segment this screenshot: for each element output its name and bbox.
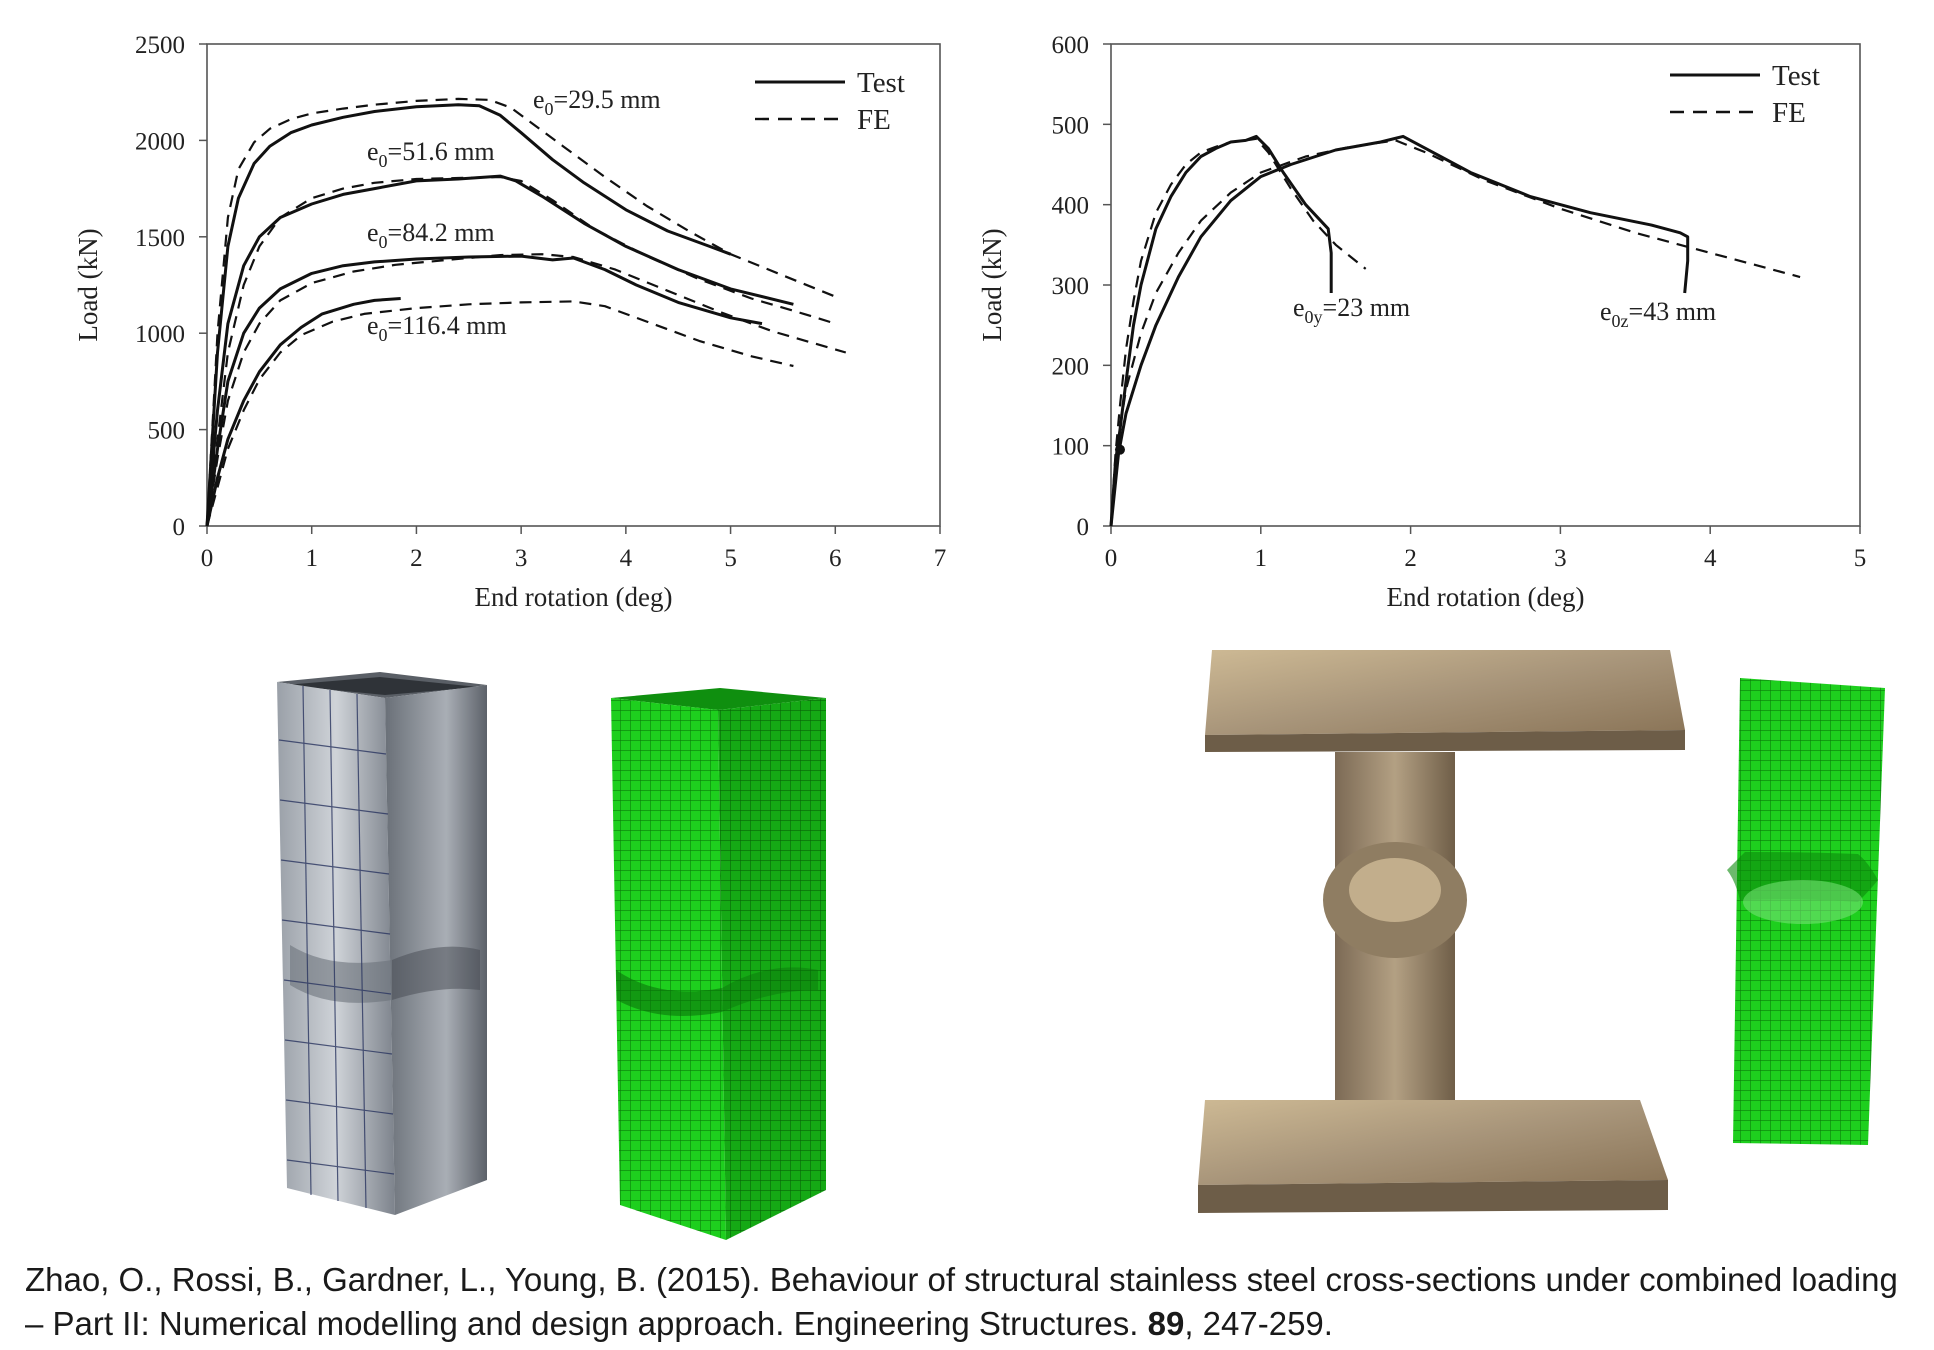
y-tick-label: 1000 [135,321,185,348]
y-tick-label: 200 [1052,353,1090,380]
series-line-fe [205,97,836,527]
fe-model-shs-mesh [611,688,826,1240]
series-line-fe [205,300,794,527]
curve-annotation: e0=29.5 mm [533,85,661,119]
series-line-fe [205,253,847,527]
y-tick-label: 100 [1052,434,1090,461]
x-tick-label: 3 [515,545,528,572]
x-tick-label: 2 [410,545,423,572]
legend-label: Test [857,67,905,99]
y-tick-label: 500 [148,418,186,445]
curve-annotation: e0y=23 mm [1293,293,1410,327]
specimen-images [277,650,1885,1240]
y-tick-label: 600 [1052,32,1090,59]
series-line-test [1109,134,1333,527]
x-tick-label: 4 [1704,545,1717,572]
test-specimen-shs-photo [277,672,487,1215]
citation-pages: , 247-259. [1184,1305,1333,1342]
test-specimen-column-photo [1198,650,1685,1213]
y-axis-title: Load (kN) [977,228,1007,341]
chart-right-load-vs-rotation: 0 1 2 3 4 5 0 100 200 300 400 500 600 End rotation (d… [977,32,1867,612]
x-tick-label: 4 [620,545,633,572]
series-line-test [205,174,794,527]
series-line-fe [1109,139,1801,527]
legend-label: FE [1772,97,1806,129]
y-tick-label: 400 [1052,193,1090,220]
plot-frame [1110,43,1861,527]
x-tick-label: 0 [201,545,214,572]
series-line-test [205,297,401,527]
chart-left-load-vs-rotation: 0 1 2 3 4 5 6 7 0 500 1000 1500 2000 2500 End rotation… [73,32,947,612]
citation-text: Zhao, O., Rossi, B., Gardner, L., Young,… [25,1261,1898,1342]
x-tick-label: 1 [305,545,318,572]
y-tick-label: 500 [1052,112,1090,139]
citation-volume: 89 [1147,1305,1185,1342]
y-tick-label: 1500 [135,225,185,252]
y-tick-label: 2500 [135,32,185,59]
x-axis-title: End rotation (deg) [1387,582,1585,612]
fe-model-column-mesh [1727,678,1885,1145]
citation-reference: Zhao, O., Rossi, B., Gardner, L., Young,… [25,1258,1915,1346]
x-axis-title: End rotation (deg) [475,582,673,612]
legend-label: FE [857,104,891,136]
curve-annotation: e0=84.2 mm [367,218,495,252]
y-tick-label: 300 [1052,273,1090,300]
curve-annotation: e0=116.4 mm [367,311,507,345]
curve-start-marker [1114,444,1125,455]
legend-label: Test [1772,60,1820,92]
series-line-test [1109,134,1690,527]
x-tick-label: 5 [724,545,737,572]
y-tick-label: 0 [173,514,186,541]
x-tick-label: 7 [934,545,947,572]
x-tick-label: 5 [1854,545,1867,572]
y-axis-title: Load (kN) [73,228,103,341]
x-tick-label: 1 [1255,545,1268,572]
series-line-fe [205,175,836,527]
x-tick-label: 2 [1404,545,1417,572]
series-line-test [205,103,732,527]
x-tick-label: 3 [1554,545,1567,572]
y-tick-label: 2000 [135,128,185,155]
series-line-fe [1109,137,1367,527]
series-line-test [205,254,763,527]
x-tick-label: 0 [1105,545,1118,572]
curve-annotation: e0z=43 mm [1600,297,1716,331]
curve-annotation: e0=51.6 mm [367,137,495,171]
plot-frame [206,43,941,527]
y-tick-label: 0 [1077,514,1090,541]
x-tick-label: 6 [829,545,842,572]
